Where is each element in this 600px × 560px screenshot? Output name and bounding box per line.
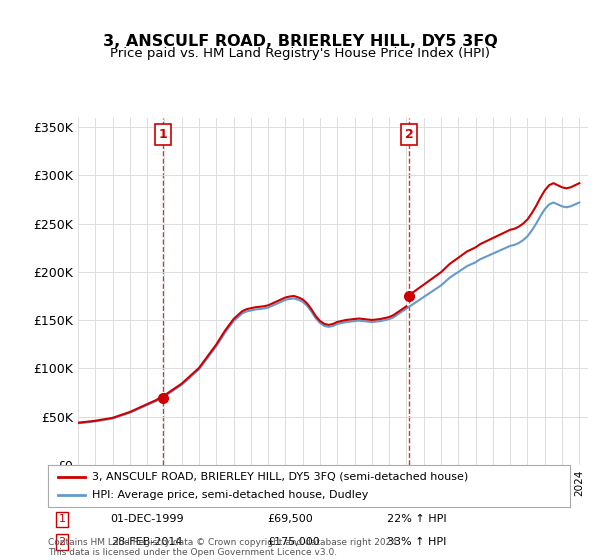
Text: 2: 2 — [405, 128, 414, 141]
Text: Contains HM Land Registry data © Crown copyright and database right 2024.
This d: Contains HM Land Registry data © Crown c… — [48, 538, 400, 557]
Text: HPI: Average price, semi-detached house, Dudley: HPI: Average price, semi-detached house,… — [92, 490, 369, 500]
Text: 33% ↑ HPI: 33% ↑ HPI — [388, 537, 446, 547]
Text: 22% ↑ HPI: 22% ↑ HPI — [388, 515, 447, 525]
Text: 3, ANSCULF ROAD, BRIERLEY HILL, DY5 3FQ: 3, ANSCULF ROAD, BRIERLEY HILL, DY5 3FQ — [103, 35, 497, 49]
Text: 28-FEB-2014: 28-FEB-2014 — [110, 537, 182, 547]
Text: 1: 1 — [58, 515, 65, 525]
Text: 1: 1 — [158, 128, 167, 141]
Text: £69,500: £69,500 — [267, 515, 313, 525]
Text: 01-DEC-1999: 01-DEC-1999 — [110, 515, 184, 525]
Text: 2: 2 — [58, 537, 65, 547]
Text: £175,000: £175,000 — [267, 537, 320, 547]
Text: 3, ANSCULF ROAD, BRIERLEY HILL, DY5 3FQ (semi-detached house): 3, ANSCULF ROAD, BRIERLEY HILL, DY5 3FQ … — [92, 472, 469, 482]
Text: Price paid vs. HM Land Registry's House Price Index (HPI): Price paid vs. HM Land Registry's House … — [110, 46, 490, 60]
